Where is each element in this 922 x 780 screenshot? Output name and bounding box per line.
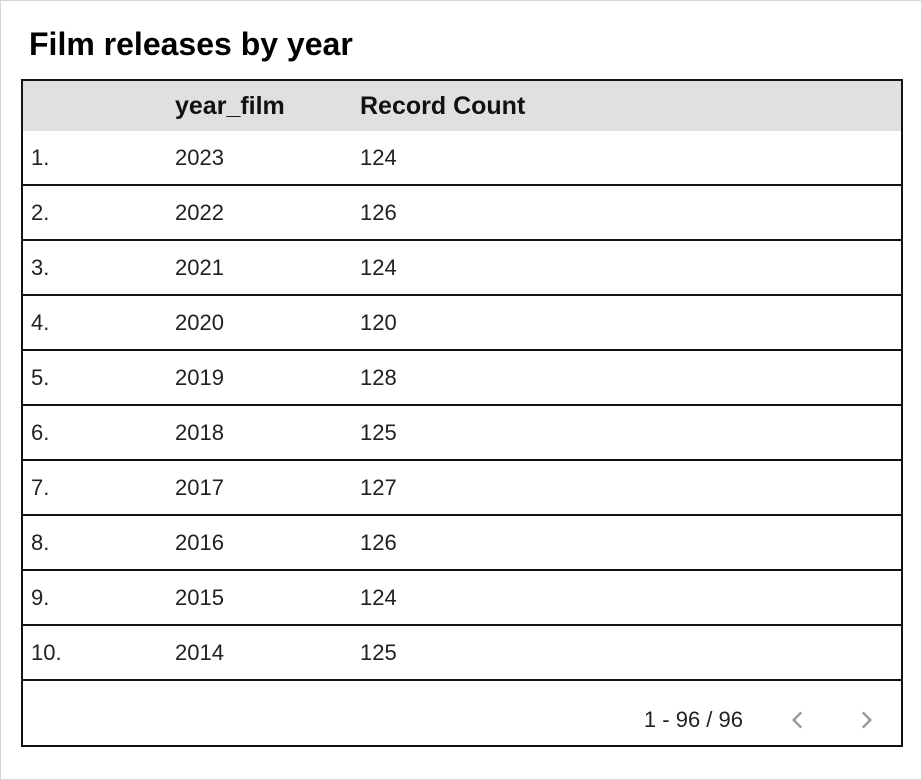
row-number-cell: 10. (22, 625, 167, 680)
record-count-cell: 120 (352, 295, 902, 350)
year-film-cell: 2019 (167, 350, 352, 405)
data-table: year_film Record Count 1. 2023 124 2. 20… (21, 79, 903, 747)
table-footer: 1 - 96 / 96 (22, 679, 902, 746)
row-number-cell: 4. (22, 295, 167, 350)
year-film-cell: 2023 (167, 131, 352, 185)
header-year-film[interactable]: year_film (167, 80, 352, 131)
record-count-cell: 124 (352, 131, 902, 185)
row-number-cell: 1. (22, 131, 167, 185)
table-row: 1. 2023 124 (22, 131, 902, 185)
table-row: 4. 2020 120 (22, 295, 902, 350)
header-record-count[interactable]: Record Count (352, 80, 902, 131)
chevron-right-icon (853, 707, 879, 733)
table-row: 9. 2015 124 (22, 570, 902, 625)
table-row: 2. 2022 126 (22, 185, 902, 240)
year-film-cell: 2022 (167, 185, 352, 240)
record-count-cell: 125 (352, 405, 902, 460)
header-row: year_film Record Count (22, 80, 902, 131)
table-body: 1. 2023 124 2. 2022 126 3. 2021 124 4. 2… (22, 131, 902, 680)
row-number-cell: 3. (22, 240, 167, 295)
footer-row: 1 - 96 / 96 (22, 679, 902, 746)
row-number-cell: 5. (22, 350, 167, 405)
row-number-cell: 6. (22, 405, 167, 460)
next-page-button[interactable] (853, 707, 879, 733)
table-row: 10. 2014 125 (22, 625, 902, 680)
row-number-cell: 8. (22, 515, 167, 570)
year-film-cell: 2020 (167, 295, 352, 350)
table-row: 3. 2021 124 (22, 240, 902, 295)
record-count-cell: 124 (352, 240, 902, 295)
table-row: 6. 2018 125 (22, 405, 902, 460)
record-count-cell: 126 (352, 185, 902, 240)
year-film-cell: 2017 (167, 460, 352, 515)
year-film-cell: 2015 (167, 570, 352, 625)
year-film-cell: 2016 (167, 515, 352, 570)
year-film-cell: 2014 (167, 625, 352, 680)
year-film-cell: 2018 (167, 405, 352, 460)
row-number-cell: 2. (22, 185, 167, 240)
chevron-left-icon (785, 707, 811, 733)
year-film-cell: 2021 (167, 240, 352, 295)
chart-title: Film releases by year (29, 26, 353, 62)
table-row: 8. 2016 126 (22, 515, 902, 570)
previous-page-button[interactable] (785, 707, 811, 733)
record-count-cell: 128 (352, 350, 902, 405)
table-row: 7. 2017 127 (22, 460, 902, 515)
table-header: year_film Record Count (22, 80, 902, 131)
record-count-cell: 125 (352, 625, 902, 680)
record-count-cell: 126 (352, 515, 902, 570)
row-number-cell: 9. (22, 570, 167, 625)
table-row: 5. 2019 128 (22, 350, 902, 405)
row-number-cell: 7. (22, 460, 167, 515)
header-row-number (22, 80, 167, 131)
record-count-cell: 127 (352, 460, 902, 515)
pagination: 1 - 96 / 96 (23, 693, 901, 733)
record-count-cell: 124 (352, 570, 902, 625)
pagination-range-label: 1 - 96 / 96 (643, 707, 743, 732)
